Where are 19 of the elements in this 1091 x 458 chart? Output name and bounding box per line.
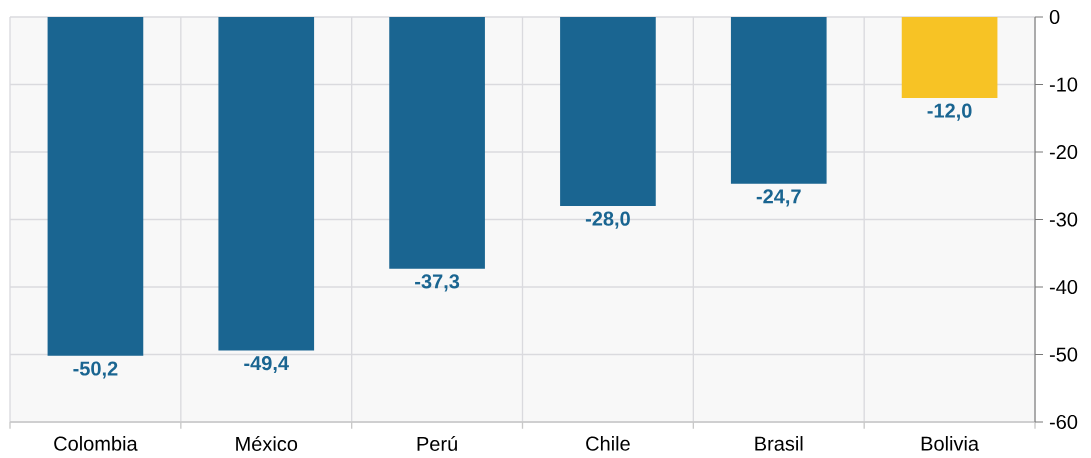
x-tick-label: Colombia: [54, 436, 138, 451]
data-label: -37,3: [415, 274, 460, 292]
y-tick-label: -20: [1049, 144, 1078, 160]
x-tick-label: México: [236, 436, 298, 451]
y-tick-label: -60: [1049, 414, 1078, 430]
y-tick-label: 0: [1049, 9, 1060, 25]
x-tick-label: Perú: [417, 436, 457, 451]
data-label: -12,0: [927, 103, 972, 121]
y-tick-label: -40: [1049, 279, 1078, 295]
x-tick-label: Brasil: [755, 436, 803, 451]
x-tick-label: Bolivia: [921, 436, 980, 451]
data-label: -50,2: [73, 361, 118, 379]
y-tick-label: -10: [1049, 77, 1078, 92]
data-label: -28,0: [585, 211, 630, 229]
y-tick-label: -30: [1049, 212, 1078, 227]
data-label: -24,7: [756, 189, 801, 207]
y-tick-label: -50: [1049, 347, 1078, 362]
x-tick-label: Chile: [586, 436, 630, 451]
data-label: -49,4: [244, 356, 289, 374]
